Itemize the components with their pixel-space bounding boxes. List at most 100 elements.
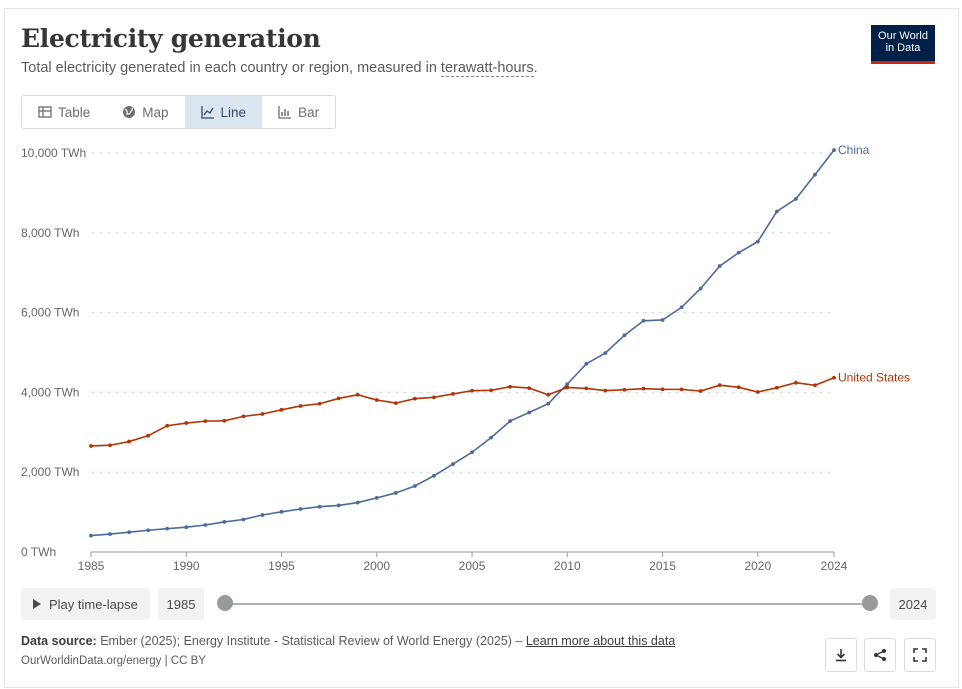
y-tick-label: 6,000 TWh [21,306,79,320]
data-point [146,433,151,438]
data-point [298,507,303,511]
data-point [298,404,303,408]
end-year-handle[interactable] [862,595,878,611]
data-point [489,388,493,393]
data-point [260,513,265,517]
data-point [641,318,646,323]
data-point [146,528,151,533]
play-icon [33,599,41,609]
unit-tooltip-link[interactable]: terawatt-hours [440,60,534,77]
data-point [241,414,246,419]
owid-logo[interactable]: Our World in Data [871,25,935,64]
data-point [184,525,189,530]
chart-subtitle: Total electricity generated in each coun… [21,60,538,77]
start-year-box[interactable]: 1985 [158,588,204,620]
logo-line-1: Our World [878,30,928,42]
x-tick-label: 2024 [821,559,848,573]
y-tick-label: 0 TWh [21,545,56,559]
play-timelapse-label: Play time-lapse [49,596,138,612]
data-point [203,419,208,424]
series-line [90,149,835,537]
data-point [527,410,532,415]
data-point [222,520,227,524]
data-point [755,390,760,394]
data-point [279,407,284,412]
data-point [222,418,227,423]
data-point [489,435,493,440]
play-timelapse-button[interactable]: Play time-lapse [21,588,150,620]
data-point [336,503,341,508]
data-point [241,517,246,522]
data-point [165,423,170,428]
tab-bar[interactable]: Bar [262,96,335,128]
share-icon [874,649,886,661]
data-point [336,396,341,401]
tab-line-label: Line [220,104,247,120]
data-point [679,305,684,310]
data-point [470,450,474,455]
data-point [108,443,112,448]
data-point [774,385,779,390]
data-point [603,351,608,355]
data-point [698,389,703,393]
data-point [813,172,817,177]
download-button[interactable] [825,638,857,672]
data-point [89,444,93,448]
x-tick-label: 2015 [649,559,676,573]
data-point [565,385,570,390]
fullscreen-button[interactable] [904,638,936,672]
series-united-states [89,375,836,448]
data-point [793,197,798,201]
data-point [660,387,665,392]
data-point [127,439,132,444]
data-point [374,398,379,402]
share-button[interactable] [864,638,896,672]
end-year-box[interactable]: 2024 [890,588,936,620]
series-china [89,148,836,538]
data-point [108,532,112,536]
start-year-handle[interactable] [217,595,233,611]
data-point [832,148,836,152]
series-label: China [838,143,870,157]
data-point [203,523,208,527]
tab-table-label: Table [58,104,91,120]
subtitle-suffix: . [533,60,538,76]
data-point [317,401,322,406]
data-point [260,412,265,416]
site-url-license[interactable]: OurWorldinData.org/energy | CC BY [21,655,206,667]
line-chart-icon [200,106,214,119]
tab-line[interactable]: Line [184,96,263,128]
y-tick-label: 2,000 TWh [21,465,79,479]
bar-chart-icon [278,106,292,119]
y-tick-label: 4,000 TWh [21,385,79,399]
data-point [317,504,322,509]
data-point [508,384,513,389]
tab-map[interactable]: Map [106,96,184,128]
data-point [355,392,360,397]
data-point [432,395,436,400]
tab-map-label: Map [142,104,169,120]
data-point [89,533,93,538]
data-point [279,509,284,514]
chart-title: Electricity generation [21,24,321,53]
data-point [660,318,665,322]
learn-more-link[interactable]: Learn more about this data [525,634,676,648]
tab-table[interactable]: Table [22,96,106,128]
view-tabs: Table Map Line Bar [21,95,337,129]
data-point [717,264,722,268]
data-point [774,209,779,214]
timeline-track[interactable] [225,603,871,605]
download-icon [836,649,846,662]
globe-icon [123,106,136,118]
data-point [832,375,836,380]
y-tick-label: 10,000 TWh [21,146,86,160]
data-source: Data source: Ember (2025); Energy Instit… [21,634,675,648]
data-point [736,250,741,255]
logo-line-2: in Data [885,42,921,54]
x-tick-label: 2000 [363,559,390,573]
series-label: United States [838,371,910,385]
tab-bar-label: Bar [298,104,320,120]
data-point [565,382,570,387]
data-point [184,421,189,425]
data-point [622,387,627,392]
